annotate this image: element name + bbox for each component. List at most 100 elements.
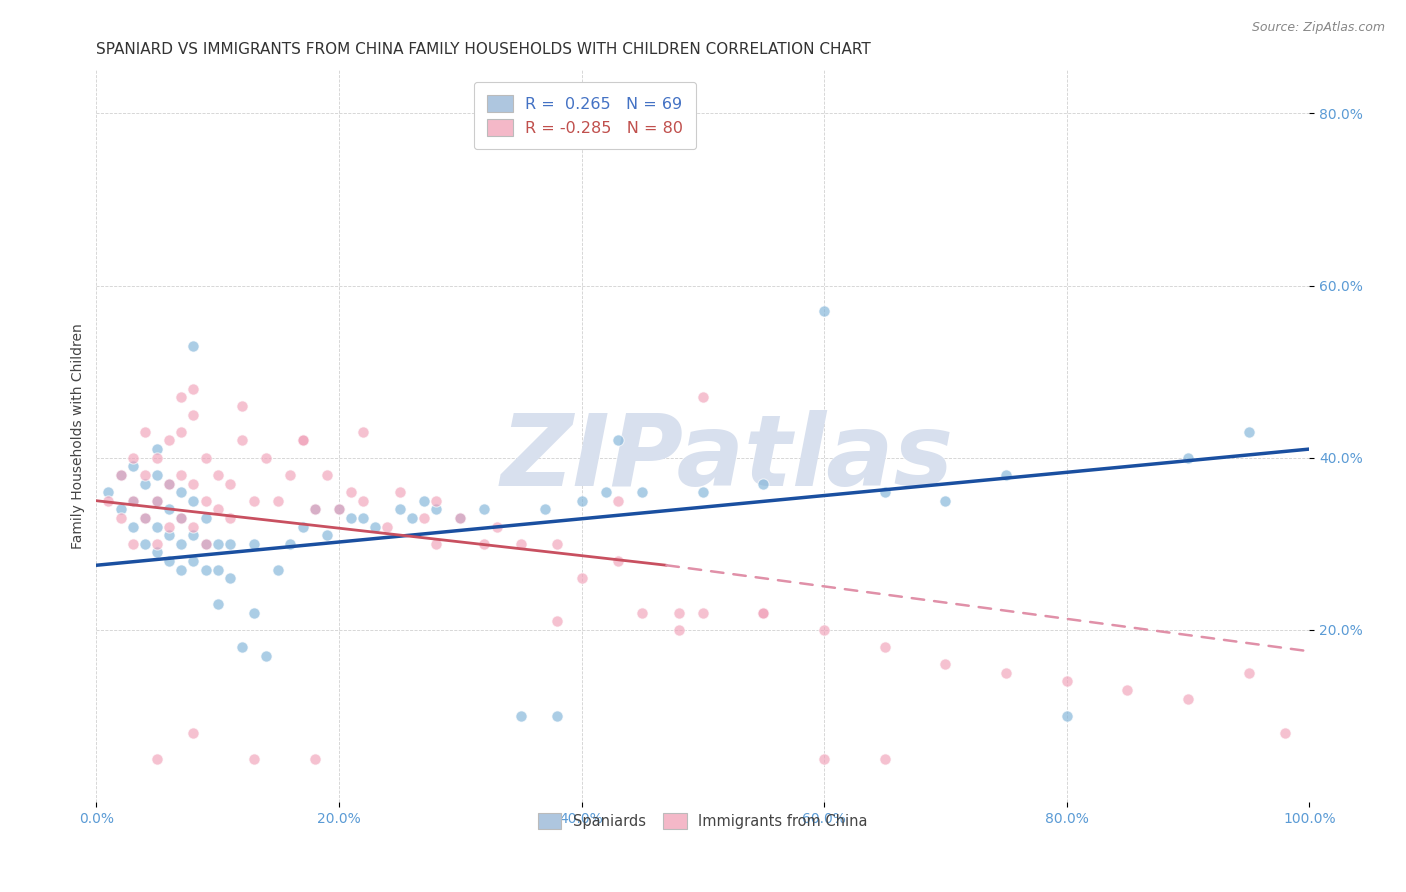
Point [315,528,337,542]
Point [170,467,193,482]
Point [183,519,205,533]
Point [157,519,180,533]
Point [267,493,290,508]
Point [340,485,363,500]
Point [280,537,302,551]
Point [668,606,690,620]
Point [315,467,337,482]
Point [995,665,1018,680]
Point [267,563,290,577]
Point [995,467,1018,482]
Point [194,493,217,508]
Point [1237,665,1260,680]
Point [425,537,447,551]
Point [146,493,169,508]
Point [1116,683,1139,698]
Point [485,519,508,533]
Point [134,511,156,525]
Point [243,752,266,766]
Point [692,606,714,620]
Point [218,476,240,491]
Point [134,511,156,525]
Point [146,545,169,559]
Point [752,606,775,620]
Point [934,657,956,672]
Point [934,493,956,508]
Point [183,528,205,542]
Point [97,485,120,500]
Point [218,511,240,525]
Point [207,537,229,551]
Point [474,537,496,551]
Point [534,502,557,516]
Point [546,537,568,551]
Point [243,606,266,620]
Point [170,537,193,551]
Point [183,382,205,396]
Y-axis label: Family Households with Children: Family Households with Children [72,323,86,549]
Point [183,554,205,568]
Point [121,459,143,474]
Point [183,493,205,508]
Point [146,467,169,482]
Point [304,752,326,766]
Point [692,391,714,405]
Point [170,511,193,525]
Point [254,450,277,465]
Point [412,511,434,525]
Point [752,476,775,491]
Point [121,493,143,508]
Text: Source: ZipAtlas.com: Source: ZipAtlas.com [1251,21,1385,34]
Point [474,502,496,516]
Point [134,476,156,491]
Point [291,434,314,448]
Point [388,485,411,500]
Point [243,493,266,508]
Point [254,648,277,663]
Point [157,554,180,568]
Point [873,640,896,654]
Point [813,752,835,766]
Point [291,434,314,448]
Point [194,450,217,465]
Point [668,623,690,637]
Text: SPANIARD VS IMMIGRANTS FROM CHINA FAMILY HOUSEHOLDS WITH CHILDREN CORRELATION CH: SPANIARD VS IMMIGRANTS FROM CHINA FAMILY… [97,42,872,57]
Point [595,485,617,500]
Point [110,502,132,516]
Point [571,493,593,508]
Point [121,493,143,508]
Point [1056,674,1078,689]
Point [401,511,423,525]
Point [183,339,205,353]
Point [509,709,531,723]
Point [752,606,775,620]
Point [170,485,193,500]
Point [157,528,180,542]
Point [425,502,447,516]
Point [340,511,363,525]
Point [1177,691,1199,706]
Point [157,476,180,491]
Point [207,563,229,577]
Point [449,511,471,525]
Point [157,476,180,491]
Point [183,476,205,491]
Point [449,511,471,525]
Point [218,537,240,551]
Point [425,493,447,508]
Point [97,493,120,508]
Point [304,502,326,516]
Point [170,563,193,577]
Point [146,493,169,508]
Point [352,493,374,508]
Point [207,467,229,482]
Point [134,467,156,482]
Point [110,467,132,482]
Point [412,493,434,508]
Point [304,502,326,516]
Point [121,450,143,465]
Point [121,519,143,533]
Point [243,537,266,551]
Point [1177,450,1199,465]
Point [194,537,217,551]
